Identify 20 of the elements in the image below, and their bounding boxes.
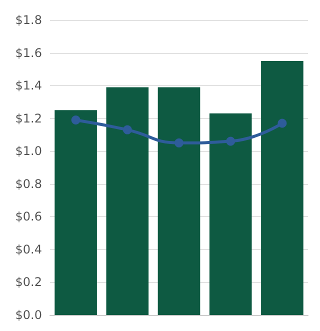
y-tick-label: $0.0	[15, 308, 42, 322]
y-tick-label: $1.4	[15, 78, 42, 93]
y-tick-label: $0.6	[15, 210, 42, 224]
point	[226, 136, 236, 146]
y-tick-label: $1.6	[15, 46, 42, 60]
point	[278, 118, 287, 128]
point	[174, 138, 184, 148]
y-tick-label: $0.8	[15, 176, 42, 191]
y-tick-label: $1.8	[15, 13, 42, 27]
point	[71, 115, 80, 124]
bar	[209, 113, 252, 315]
y-tick-label: $1.2	[15, 111, 42, 126]
y-tick-label: $1.0	[15, 144, 42, 158]
bar	[106, 87, 149, 315]
y-tick-label: $0.4	[15, 242, 42, 256]
y-tick-label: $0.2	[15, 275, 42, 290]
point	[122, 125, 132, 134]
bar	[54, 110, 97, 315]
bar	[158, 87, 200, 315]
bar	[261, 60, 304, 315]
